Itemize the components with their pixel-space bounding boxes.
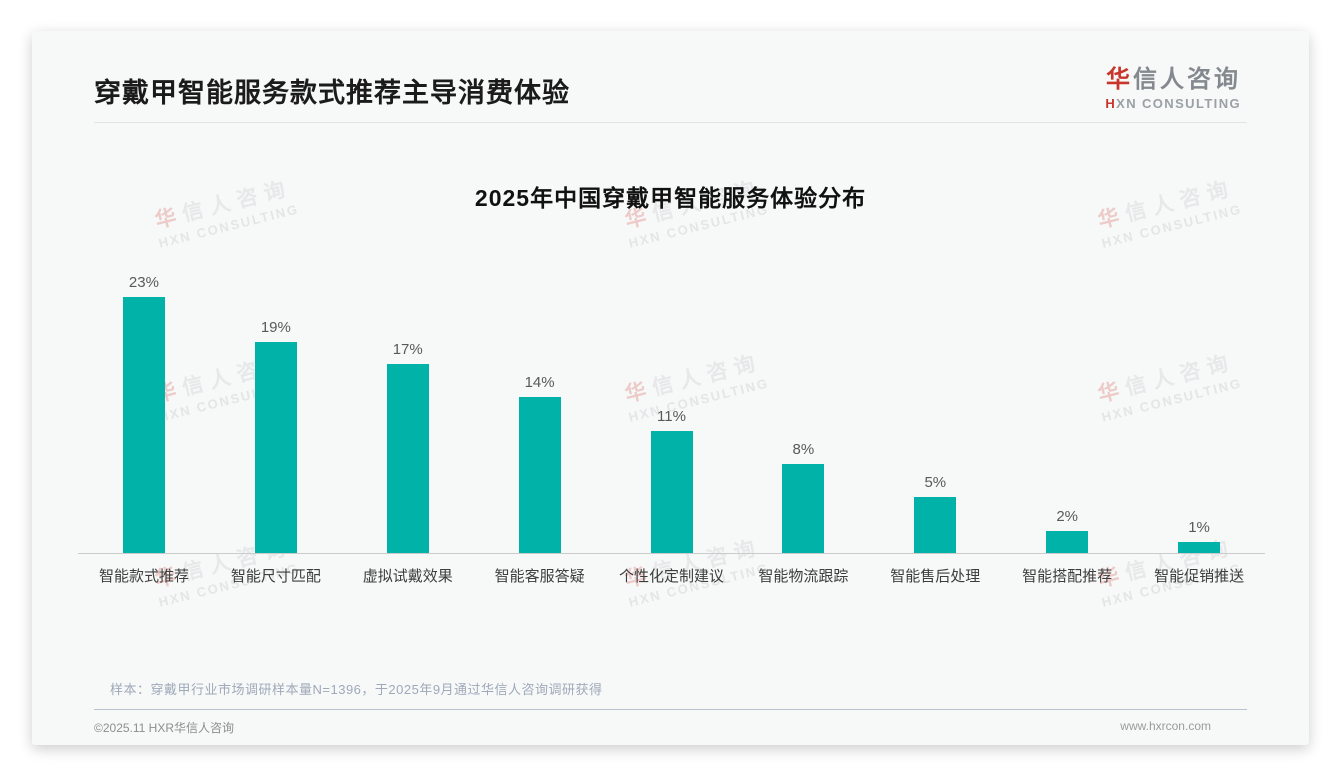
header-divider [94,122,1247,123]
logo-chinese-text: 华信人咨询 [1106,66,1241,93]
logo-accent: H [1105,96,1117,111]
bar [1178,542,1221,553]
bar-column: 8% [737,441,869,553]
bar-value-label: 17% [392,341,423,358]
chart-title: 2025年中国穿戴甲智能服务体验分布 [474,185,867,211]
copyright-text: ©2025.11 HXR华信人咨询 [94,721,234,735]
bar-column: 2% [1001,508,1133,553]
x-axis-label: 智能客服答疑 [494,568,585,585]
bar-value-label: 8% [792,441,815,458]
bar [254,342,297,553]
bar-column: 11% [606,408,738,553]
x-axis-label: 虚拟试戴效果 [362,568,453,585]
bar-value-label: 11% [657,408,686,425]
x-axis-label: 智能款式推荐 [98,568,189,585]
x-axis-label: 智能尺寸匹配 [230,568,321,585]
bar-column: 14% [474,374,606,553]
company-logo: 华信人咨询 HXN CONSULTING [1105,59,1241,111]
x-axis-label: 个性化定制建议 [619,568,725,585]
website-text: www.hxrcon.com [1120,719,1211,733]
bar [122,297,165,553]
bar-column: 5% [869,474,1001,553]
page-title: 穿戴甲智能服务款式推荐主导消费体验 [94,78,570,108]
report-card: 穿戴甲智能服务款式推荐主导消费体验 华信人咨询 HXN CONSULTING 2… [32,31,1309,745]
bar-value-label: 5% [924,474,947,491]
x-axis-labels: 智能款式推荐 智能尺寸匹配 虚拟试戴效果 智能客服答疑 个性化定制建议 智能物流跟踪 智能售… [78,565,1265,586]
bar-value-label: 1% [1188,519,1210,536]
x-axis-label: 智能物流跟踪 [758,568,849,585]
bar-column: 23% [78,274,210,553]
bar [386,364,429,553]
bar-value-label: 23% [128,274,159,291]
bar-column: 17% [342,341,474,553]
bar-value-label: 19% [260,319,291,336]
logo-english-text: HXN CONSULTING [1105,96,1241,111]
bar [914,497,957,553]
x-axis-line [78,553,1265,554]
bar-value-label: 14% [524,374,555,391]
bar [1046,531,1089,553]
logo-accent: 华 [1106,66,1133,93]
sample-note: 样本：穿戴甲行业市场调研样本量N=1396，于2025年9月通过华信人咨询调研获… [110,682,603,697]
bar-column: 19% [210,319,342,553]
x-axis-label: 智能售后处理 [890,568,981,585]
bar-value-label: 2% [1056,508,1079,525]
bar [518,397,561,553]
bar-column: 1% [1133,519,1265,553]
bar-chart: 23% 19% 17% 14% 11% 8% 5% 2% 1% [78,253,1265,553]
bar [782,464,825,553]
x-axis-label: 智能搭配推荐 [1022,568,1113,585]
footer-divider [94,709,1247,710]
bar [650,431,693,553]
x-axis-label: 智能促销推送 [1154,568,1245,585]
